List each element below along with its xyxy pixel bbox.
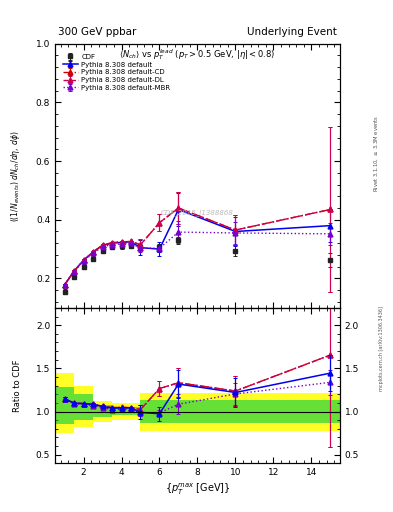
Y-axis label: $((1/N_{events})\;dN_{ch}/d\eta,\;d\phi)$: $((1/N_{events})\;dN_{ch}/d\eta,\;d\phi)…: [9, 130, 22, 222]
Text: Underlying Event: Underlying Event: [247, 27, 337, 37]
Text: 300 GeV ppbar: 300 GeV ppbar: [58, 27, 136, 37]
Text: $\langle N_{ch}\rangle$ vs $p_T^{lead}$ $(p_T > 0.5$ GeV, $|\eta| < 0.8)$: $\langle N_{ch}\rangle$ vs $p_T^{lead}$ …: [119, 48, 275, 62]
Text: mcplots.cern.ch [arXiv:1306.3436]: mcplots.cern.ch [arXiv:1306.3436]: [379, 306, 384, 391]
Y-axis label: Ratio to CDF: Ratio to CDF: [13, 359, 22, 412]
Legend: CDF, Pythia 8.308 default, Pythia 8.308 default-CD, Pythia 8.308 default-DL, Pyt: CDF, Pythia 8.308 default, Pythia 8.308 …: [61, 52, 172, 92]
Text: Rivet 3.1.10, $\geq$ 3.3M events: Rivet 3.1.10, $\geq$ 3.3M events: [373, 115, 380, 192]
X-axis label: $\{p_T^{max}\;[\mathrm{GeV}]\}$: $\{p_T^{max}\;[\mathrm{GeV}]\}$: [165, 481, 230, 497]
Text: CDF_2015_I1388868: CDF_2015_I1388868: [161, 209, 234, 216]
